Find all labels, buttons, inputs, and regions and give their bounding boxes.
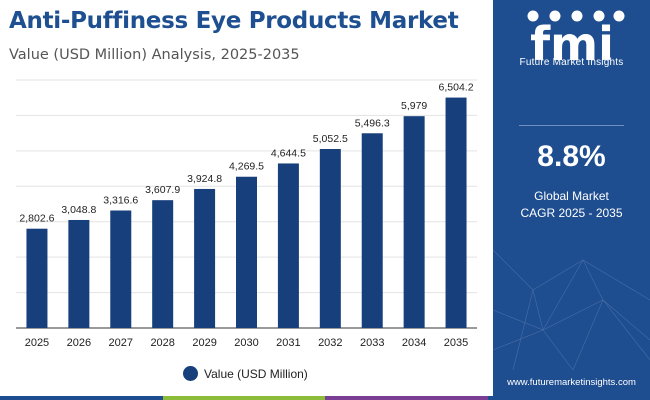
data-label: 6,504.2 (439, 82, 474, 94)
x-tick-label: 2027 (109, 337, 133, 349)
footer-strip-segment (162, 396, 325, 400)
bar (445, 97, 467, 328)
footer-strip-segment (0, 396, 163, 400)
bar (152, 200, 174, 328)
bar (194, 188, 216, 328)
cagr-label: Global Market CAGR 2025 - 2035 (493, 188, 650, 222)
data-label: 3,924.8 (187, 173, 222, 185)
bar (319, 148, 341, 328)
bar (236, 176, 257, 328)
data-label: 4,644.5 (271, 147, 306, 159)
x-tick-label: 2034 (402, 337, 426, 349)
x-tick-label: 2033 (360, 337, 384, 349)
x-tick-label: 2030 (234, 337, 258, 349)
bar (26, 228, 48, 328)
cagr-label-line1: Global Market (534, 189, 609, 203)
bar (277, 163, 299, 328)
data-label: 2,802.6 (19, 213, 54, 225)
bar-chart: 2,802.6 2025 3,048.8 2026 3,316.6 2027 3,607.9… (16, 79, 477, 349)
logo-dot-icon (549, 10, 561, 22)
decorative-mesh (493, 249, 650, 370)
x-tick-label: 2029 (192, 337, 216, 349)
panel-divider (519, 125, 624, 126)
data-label: 5,979 (401, 100, 427, 112)
data-label: 5,496.3 (355, 117, 390, 129)
x-tick-label: 2025 (25, 337, 49, 349)
logo-dot-icon (613, 10, 625, 22)
logo-dot-icon (527, 10, 539, 22)
fmi-logo: fmi (527, 10, 625, 70)
bar (68, 219, 90, 328)
logo-dot-icon (571, 10, 583, 22)
data-label: 5,052.5 (313, 133, 348, 145)
data-label: 4,269.5 (229, 161, 264, 173)
chart-title: Anti-Puffiness Eye Products Market (9, 8, 459, 34)
cagr-label-line2: CAGR 2025 - 2035 (520, 206, 623, 220)
data-label: 3,316.6 (103, 194, 138, 206)
x-tick-label: 2032 (318, 337, 342, 349)
bar (110, 210, 132, 328)
website-url[interactable]: www.futuremarketinsights.com (507, 377, 636, 388)
data-label: 3,607.9 (145, 184, 180, 196)
footer-strip-segment (325, 396, 488, 400)
chart-subtitle: Value (USD Million) Analysis, 2025-2035 (9, 47, 300, 63)
x-tick-label: 2026 (67, 337, 91, 349)
logo-dot-icon (593, 10, 605, 22)
data-label: 3,048.8 (61, 204, 96, 216)
bar (403, 116, 425, 328)
brand-panel: fmi Future Market Insights 8.8% Global M… (493, 0, 650, 400)
cagr-value: 8.8% (537, 140, 606, 173)
x-tick-label: 2035 (444, 337, 468, 349)
logo-letters: fmi (530, 17, 614, 70)
legend-label: Value (USD Million) (204, 366, 308, 381)
brand-name: Future Market Insights (519, 57, 624, 68)
x-tick-label: 2031 (276, 337, 300, 349)
legend-swatch (183, 366, 198, 381)
chart-legend: Value (USD Million) (183, 366, 308, 381)
bar (361, 133, 383, 328)
x-tick-label: 2028 (150, 337, 174, 349)
